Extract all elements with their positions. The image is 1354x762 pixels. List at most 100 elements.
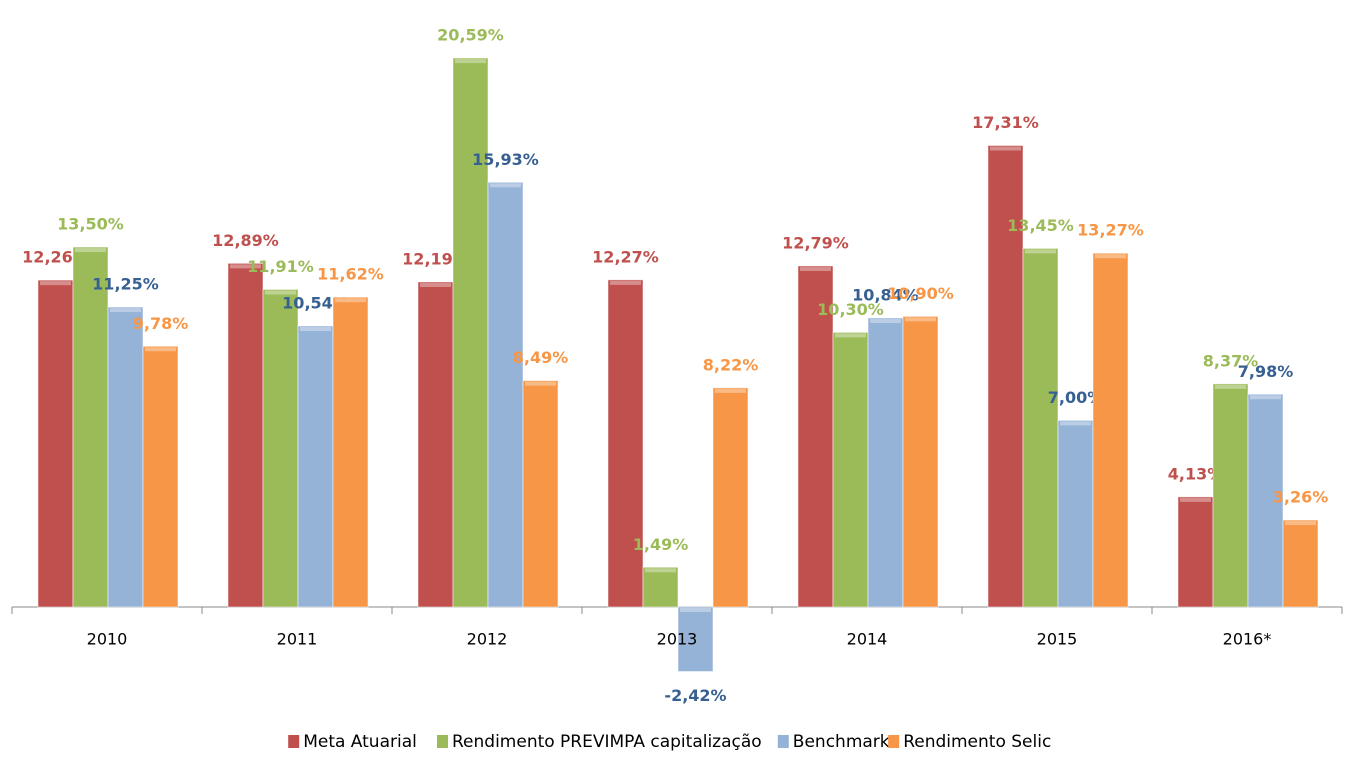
bar-shine — [1250, 395, 1281, 400]
bar — [1022, 247, 1059, 608]
bar-shine — [1025, 249, 1056, 254]
value-label: 11,25% — [92, 275, 159, 294]
bar-shine — [1180, 497, 1211, 502]
legend-swatch — [777, 735, 789, 748]
bar-shine — [40, 281, 71, 286]
bar-shine — [905, 317, 936, 322]
value-label: 15,93% — [472, 150, 539, 169]
x-tick-label: 2012 — [467, 630, 508, 649]
bar-shine — [645, 568, 676, 573]
bar-shine — [1060, 421, 1091, 426]
value-label: 12,19% — [402, 250, 469, 269]
bar-shine — [1215, 384, 1246, 389]
bar-shine — [230, 264, 261, 269]
bar-shine — [265, 290, 296, 295]
bar — [37, 279, 74, 608]
bar — [297, 325, 334, 608]
value-label: 12,26% — [22, 248, 89, 267]
value-label: 13,27% — [1077, 221, 1144, 240]
value-label: 13,50% — [57, 215, 124, 234]
bar-shine — [680, 608, 711, 612]
bar-shine — [1285, 521, 1316, 526]
bar-shine — [800, 267, 831, 272]
bar — [107, 306, 144, 608]
value-label: 20,59% — [437, 26, 504, 45]
bar — [1177, 496, 1214, 608]
value-label: 11,91% — [247, 257, 314, 276]
value-label: 8,49% — [513, 348, 569, 367]
bar-shine — [110, 308, 141, 313]
bar-shine — [335, 298, 366, 303]
bar — [487, 181, 524, 608]
value-label: 8,37% — [1203, 351, 1259, 370]
value-label: 10,84% — [852, 286, 919, 305]
bar — [867, 317, 904, 608]
x-tick-label: 2010 — [87, 630, 128, 649]
legend-swatch — [288, 735, 300, 748]
legend-label: Meta Atuarial — [303, 732, 417, 752]
value-label: 8,22% — [703, 355, 759, 374]
legend-label: Benchmark — [793, 732, 890, 752]
bar — [72, 246, 109, 608]
legend-swatch — [888, 735, 900, 748]
bar-shine — [1095, 254, 1126, 259]
bar-shine — [300, 327, 331, 332]
bar-shine — [990, 146, 1021, 151]
value-label: 9,78% — [133, 314, 189, 333]
bar-shine — [455, 59, 486, 64]
value-label: 7,98% — [1238, 362, 1294, 381]
x-tick-label: 2014 — [847, 630, 888, 649]
bar-shine — [870, 319, 901, 324]
bar — [1282, 519, 1319, 608]
value-label: 12,27% — [592, 247, 659, 266]
value-label: 17,31% — [972, 113, 1039, 132]
bar — [1057, 419, 1094, 608]
value-label: 4,13% — [1168, 464, 1224, 483]
bar — [797, 265, 834, 608]
bar — [227, 262, 264, 608]
x-tick-label: 2016* — [1223, 630, 1272, 649]
value-label: 12,89% — [212, 231, 279, 250]
value-label: 11,62% — [317, 265, 384, 284]
bar-shine — [525, 381, 556, 386]
legend-swatch — [437, 735, 448, 748]
x-tick-label: 2011 — [277, 630, 318, 649]
legend-label: Rendimento PREVIMPA capitalização — [452, 732, 762, 752]
value-label: 7,00% — [1048, 388, 1104, 407]
legend: Meta Atuarial Rendimento PREVIMPA capital… — [288, 732, 1051, 752]
bar — [1092, 252, 1129, 608]
bar — [142, 345, 179, 608]
bar — [712, 387, 749, 608]
bar-shine — [145, 347, 176, 352]
value-label: 10,54% — [282, 294, 349, 313]
value-label: -2,42% — [664, 686, 726, 705]
value-label: 10,30% — [817, 300, 884, 319]
bar-shine — [420, 283, 451, 288]
x-tick-label: 2013 — [657, 630, 698, 649]
bar-shine — [75, 248, 106, 253]
bar-shine — [610, 280, 641, 285]
bar — [262, 288, 299, 608]
value-label: 1,49% — [633, 535, 689, 554]
value-label: 10,90% — [887, 284, 954, 303]
value-label: 12,79% — [782, 234, 849, 253]
value-label: 3,26% — [1273, 488, 1329, 507]
bar — [677, 606, 714, 673]
bar — [332, 296, 369, 608]
bar — [607, 279, 644, 608]
bar — [987, 145, 1024, 608]
bar — [1212, 383, 1249, 608]
x-tick-label: 2015 — [1037, 630, 1078, 649]
bar — [832, 331, 869, 608]
bar — [1247, 393, 1284, 608]
bar — [452, 57, 489, 608]
bar — [417, 281, 454, 608]
bar-shine — [490, 183, 521, 188]
value-label: 13,45% — [1007, 216, 1074, 235]
legend-label: Rendimento Selic — [903, 732, 1051, 752]
bar-shine — [715, 388, 746, 393]
bar — [902, 315, 939, 608]
bar — [522, 380, 559, 608]
bar — [642, 566, 679, 608]
